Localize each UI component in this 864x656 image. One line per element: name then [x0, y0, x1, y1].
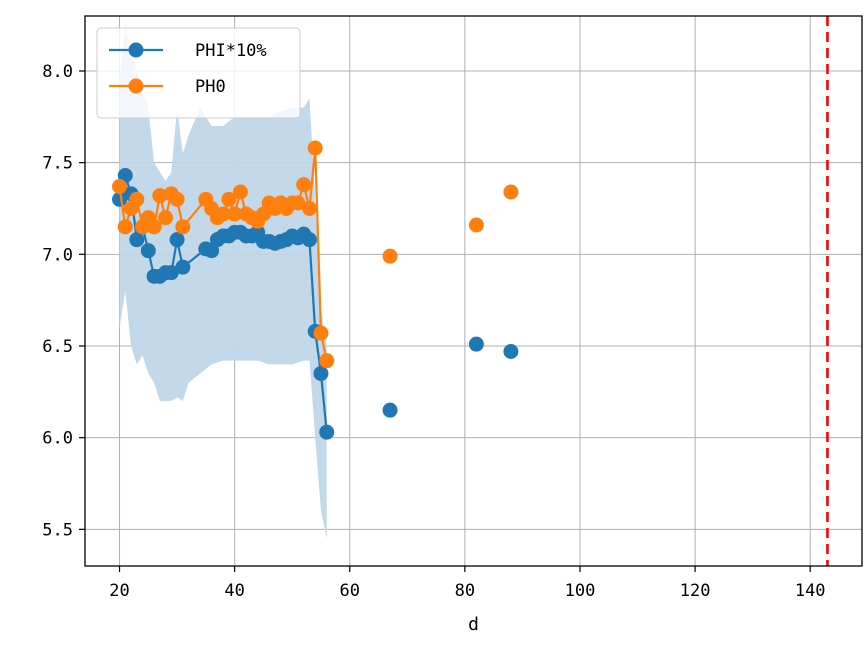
legend-marker	[128, 78, 144, 94]
x-tick-label: 100	[565, 581, 596, 601]
data-point	[169, 232, 185, 248]
data-point	[319, 424, 335, 440]
confidence-band	[119, 25, 327, 539]
data-point	[129, 232, 145, 248]
x-axis-label: d	[468, 614, 479, 635]
x-tick-label: 40	[224, 581, 244, 601]
data-point	[158, 210, 174, 226]
data-point	[503, 184, 519, 200]
y-tick-label: 6.0	[42, 429, 73, 449]
y-tick-label: 7.5	[42, 154, 73, 174]
x-tick-label: 60	[340, 581, 360, 601]
data-point	[204, 243, 220, 259]
y-axis-ticks: 5.5 6.0 6.5 7.0 7.5 8.0	[42, 62, 85, 540]
data-point	[129, 191, 145, 207]
data-point	[296, 177, 312, 193]
x-tick-label: 20	[109, 581, 129, 601]
x-tick-label: 140	[795, 581, 826, 601]
error-band	[119, 25, 327, 539]
data-point	[301, 201, 317, 216]
legend-marker	[128, 42, 144, 58]
x-axis-ticks: 20 40 60 80 100 120 140	[109, 566, 826, 601]
data-point	[117, 219, 133, 235]
data-point	[290, 195, 306, 211]
legend-label: PH0	[195, 77, 226, 97]
series-group	[112, 140, 519, 440]
y-tick-label: 8.0	[42, 62, 73, 82]
data-point	[313, 366, 329, 381]
y-tick-label: 7.0	[42, 245, 73, 265]
data-point	[146, 219, 162, 235]
x-tick-label: 80	[455, 581, 475, 601]
data-point	[255, 206, 271, 222]
data-point	[175, 259, 191, 275]
data-point	[503, 344, 519, 359]
data-point	[382, 402, 398, 418]
data-point	[175, 219, 191, 235]
legend: PHI*10% PH0	[96, 27, 301, 119]
data-point	[227, 206, 243, 222]
data-point	[169, 191, 185, 207]
data-point	[301, 232, 317, 248]
legend-label: PHI*10%	[195, 41, 267, 61]
data-point	[307, 140, 323, 156]
data-point	[232, 184, 248, 200]
plot-frame	[84, 15, 863, 567]
data-point	[117, 168, 133, 183]
data-point	[319, 353, 335, 369]
data-point	[221, 191, 237, 207]
data-point	[468, 336, 484, 352]
data-point	[468, 217, 484, 233]
data-point	[163, 265, 179, 281]
data-point	[140, 243, 156, 259]
data-point	[112, 179, 128, 194]
y-tick-label: 5.5	[42, 520, 73, 540]
data-point	[215, 206, 231, 222]
data-point	[382, 248, 398, 264]
data-point	[313, 325, 329, 341]
x-tick-label: 120	[680, 581, 711, 601]
data-point	[152, 188, 168, 204]
y-tick-label: 6.5	[42, 337, 73, 357]
data-point	[112, 191, 128, 207]
